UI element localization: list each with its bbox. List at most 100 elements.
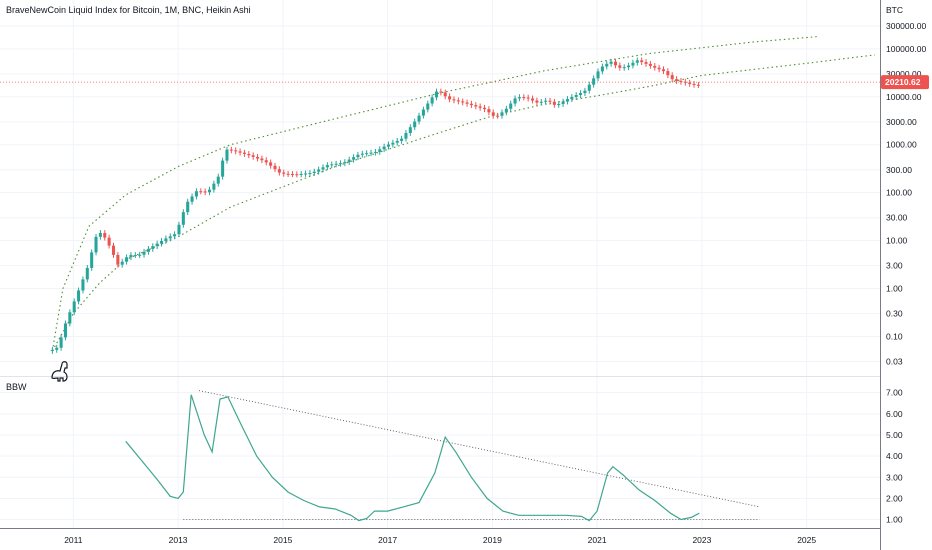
candle-body [247, 153, 251, 156]
currency-label: BTC [886, 5, 903, 15]
candle-body [308, 173, 312, 175]
candle-body [277, 169, 281, 173]
time-tick-label: 2023 [692, 535, 711, 545]
candles [50, 57, 700, 354]
candle-body [321, 167, 325, 170]
candle-body [469, 103, 473, 106]
bbw-pane-label: BBW [6, 382, 27, 392]
candle-body [173, 234, 177, 237]
candle-body [68, 312, 72, 324]
candle-body [181, 212, 185, 225]
bbw-line [125, 394, 700, 522]
candle-body [609, 61, 613, 64]
candle-body [434, 91, 439, 98]
candle-body [613, 61, 618, 66]
candle-body [251, 155, 255, 157]
candle-body [159, 240, 164, 244]
candle-body [666, 71, 670, 76]
price-tick-label: 300000.00 [886, 21, 926, 31]
bbw-pane[interactable] [125, 390, 760, 522]
price-tick-label: 30000.00 [886, 69, 922, 79]
price-tick-label: 3000.00 [886, 117, 917, 127]
grid-lines [0, 0, 880, 528]
candle-body [260, 158, 264, 161]
candle-body [679, 80, 683, 82]
time-axis[interactable]: 2011 2013 2015 2017 2019 2021 2023 2025 [64, 535, 816, 545]
candle-body [133, 255, 137, 257]
candle-body [496, 115, 500, 117]
bbw-tick-label: 5.00 [886, 430, 903, 440]
candle-body [688, 82, 692, 84]
candle-body [151, 246, 155, 249]
candle-body [430, 97, 434, 104]
candle-body [373, 151, 377, 153]
price-tick-label: 3.00 [886, 261, 903, 271]
price-tick-label: 300.00 [886, 165, 912, 175]
last-price-tag: 20210.62 [881, 75, 929, 90]
candle-body [509, 103, 513, 109]
candle-body [194, 191, 198, 197]
candle-body [517, 97, 521, 99]
candle-body [544, 100, 548, 102]
candle-body [360, 153, 364, 155]
candle-body [452, 99, 456, 101]
candle-body [491, 112, 495, 116]
candle-body [400, 138, 404, 141]
candle-body [85, 267, 89, 280]
candle-body [661, 69, 666, 72]
last-price-text: 20210.62 [885, 77, 921, 87]
candle-body [574, 95, 578, 97]
candle-body [338, 163, 343, 165]
candle-body [203, 191, 207, 193]
lower-trend-curve [51, 54, 875, 352]
price-tick-label: 0.10 [886, 331, 903, 341]
candle-body [539, 101, 543, 103]
price-tick-label: 1.00 [886, 284, 903, 294]
candle-body [125, 257, 129, 262]
candle-body [439, 91, 443, 93]
candle-body [557, 104, 561, 106]
candle-body [299, 173, 303, 175]
candle-body [657, 67, 661, 70]
candle-body [683, 81, 687, 83]
candle-body [482, 107, 487, 110]
candle-body [386, 144, 391, 147]
bbw-axis[interactable]: 7.00 6.00 5.00 4.00 3.00 2.00 1.00 [886, 388, 903, 525]
price-tick-label: 1000.00 [886, 140, 917, 150]
candle-body [81, 279, 85, 291]
candle-body [500, 112, 504, 116]
price-tick-label: 100.00 [886, 188, 912, 198]
candle-body [120, 261, 124, 265]
candle-body [583, 90, 587, 94]
candle-body [565, 99, 569, 102]
candle-body [212, 183, 216, 190]
price-pane[interactable] [0, 36, 880, 354]
candle-body [129, 255, 133, 258]
candle-body [600, 66, 604, 72]
candle-body [334, 163, 338, 165]
candle-body [63, 323, 68, 338]
time-tick-label: 2015 [273, 535, 292, 545]
bbw-tick-label: 2.00 [886, 493, 903, 503]
candle-body [90, 252, 94, 268]
price-tick-label: 10000.00 [886, 92, 922, 102]
candle-body [421, 109, 425, 116]
price-axis[interactable]: 300000.00 100000.00 30000.00 10000.00 3000.0… [886, 21, 926, 367]
candle-body [461, 101, 465, 103]
candle-body [146, 248, 150, 252]
candle-body [640, 60, 644, 63]
bbw-tick-label: 7.00 [886, 388, 903, 398]
candle-body [177, 224, 181, 235]
candle-body [356, 154, 360, 158]
candle-body [696, 84, 700, 86]
candle-body [653, 65, 657, 68]
candle-body [98, 233, 102, 237]
candle-body [670, 75, 674, 80]
candle-body [312, 171, 316, 174]
dinosaur-icon [51, 361, 68, 382]
candle-body [107, 237, 111, 246]
candle-body [216, 176, 220, 184]
candle-body [675, 79, 679, 81]
candle-body [59, 337, 63, 348]
candle-body [579, 93, 583, 96]
